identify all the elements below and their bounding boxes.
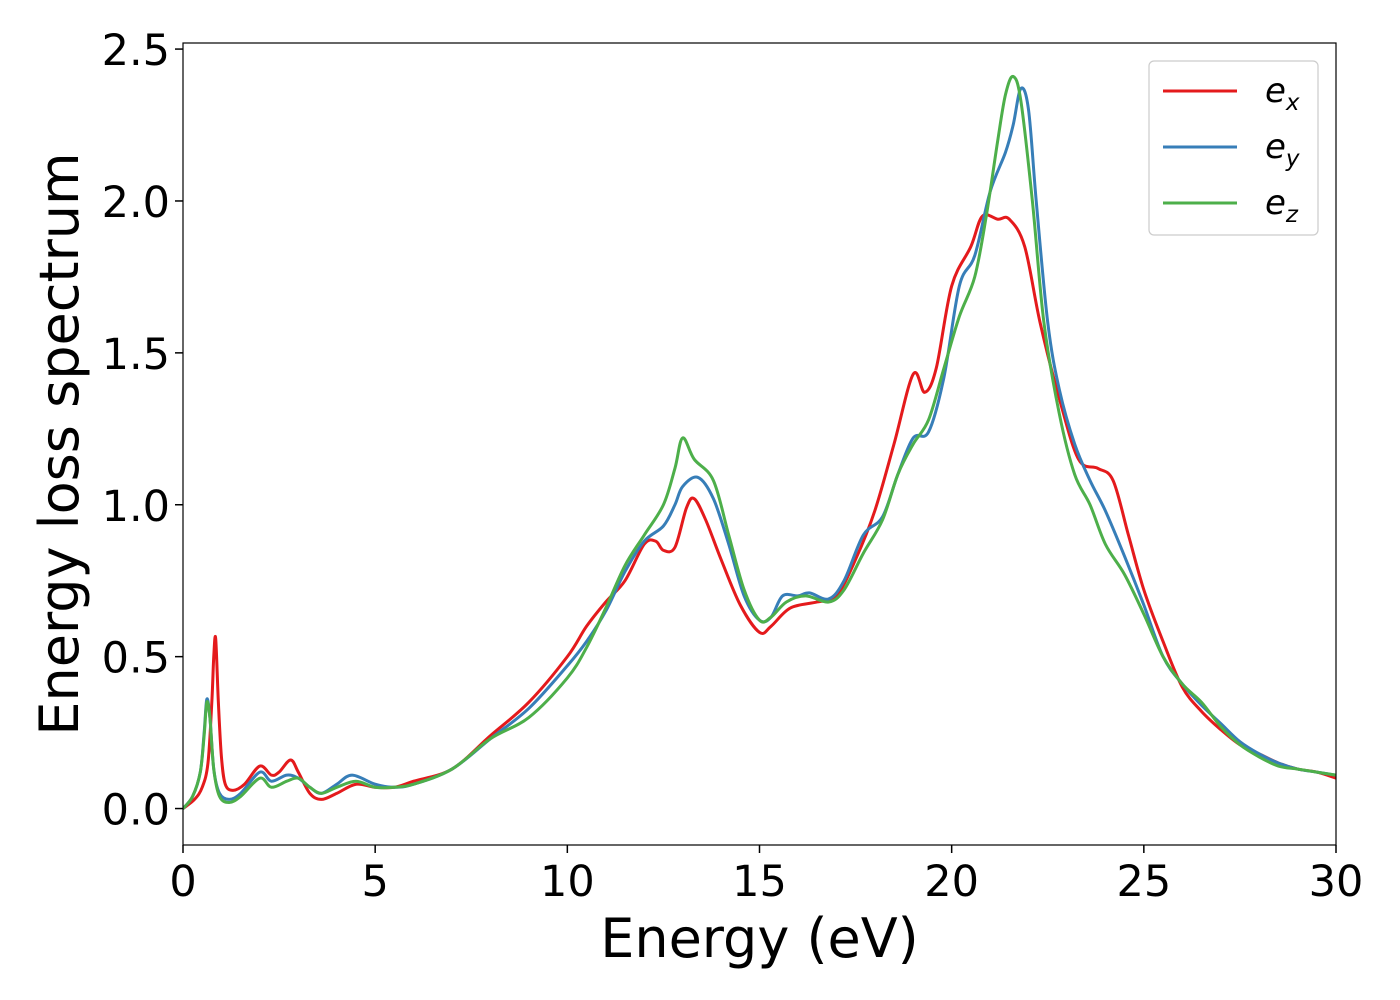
x-tick-label: 10 xyxy=(540,857,595,907)
y-axis-ticks: 0.0 0.5 1.0 1.5 2.0 2.5 xyxy=(102,26,183,836)
legend-label-subscript: y xyxy=(1285,146,1300,172)
y-axis-title: Energy loss spectrum xyxy=(28,152,91,735)
x-tick-label: 20 xyxy=(924,857,979,907)
x-tick-label: 5 xyxy=(361,857,388,907)
x-tick-label: 30 xyxy=(1309,857,1364,907)
y-tick-label: 1.0 xyxy=(102,482,170,532)
y-tick-label: 0.5 xyxy=(102,634,170,684)
x-axis-ticks: 0 5 10 15 20 25 30 xyxy=(169,845,1363,907)
legend-label-subscript: x xyxy=(1285,90,1300,116)
y-tick-label: 0.0 xyxy=(102,786,170,836)
x-axis-title: Energy (eV) xyxy=(600,907,919,970)
legend-label-ey: ey xyxy=(1265,127,1300,172)
y-tick-label: 2.5 xyxy=(102,26,170,76)
x-tick-label: 15 xyxy=(732,857,787,907)
legend-label-ex: ex xyxy=(1265,71,1300,116)
x-tick-label: 0 xyxy=(169,857,196,907)
y-tick-label: 1.5 xyxy=(102,330,170,380)
legend-label-base: e xyxy=(1265,127,1286,167)
series-layer xyxy=(183,74,1336,811)
y-tick-label: 2.0 xyxy=(102,178,170,228)
legend-label-base: e xyxy=(1265,183,1286,223)
series-line-ex xyxy=(183,213,1336,811)
legend-label-subscript: z xyxy=(1285,202,1299,228)
legend-label-base: e xyxy=(1265,71,1286,111)
series-line-ez xyxy=(183,74,1336,811)
x-tick-label: 25 xyxy=(1116,857,1171,907)
legend-label-ez: ez xyxy=(1265,183,1299,228)
